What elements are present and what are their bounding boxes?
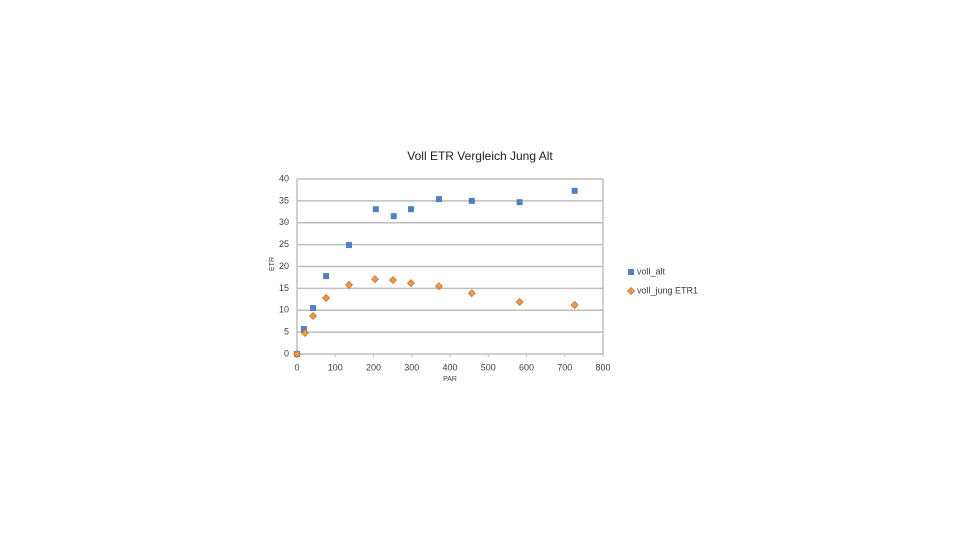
x-tick-label: 0 — [294, 362, 299, 372]
x-tick-label: 700 — [557, 362, 572, 372]
legend-marker — [627, 287, 635, 295]
chart-title: Voll ETR Vergleich Jung Alt — [407, 149, 553, 163]
legend-label: voll_alt — [637, 266, 666, 276]
x-tick-label: 300 — [404, 362, 419, 372]
point — [390, 213, 397, 220]
y-tick-label: 35 — [279, 195, 289, 205]
point — [323, 273, 330, 280]
x-tick-label: 200 — [366, 362, 381, 372]
x-tick-label: 600 — [519, 362, 534, 372]
x-tick-label: 500 — [481, 362, 496, 372]
point — [516, 199, 523, 206]
y-tick-label: 0 — [284, 348, 289, 358]
y-tick-label: 20 — [279, 261, 289, 271]
point — [301, 329, 310, 337]
y-tick-label: 15 — [279, 283, 289, 293]
point — [372, 206, 379, 213]
x-tick-label: 800 — [595, 362, 610, 372]
point — [515, 297, 524, 306]
point — [435, 196, 442, 203]
point — [467, 289, 476, 298]
x-tick-label: 400 — [442, 362, 457, 372]
y-tick-label: 25 — [279, 239, 289, 249]
y-tick-label: 30 — [279, 217, 289, 227]
point — [345, 280, 354, 289]
point — [300, 326, 307, 333]
point — [570, 301, 579, 309]
legend-label: voll_jung ETR1 — [637, 285, 698, 295]
point — [293, 350, 301, 358]
point — [310, 305, 317, 312]
legend-marker — [628, 269, 634, 275]
point — [571, 187, 578, 194]
point — [468, 197, 475, 204]
point — [371, 275, 380, 284]
point — [406, 279, 415, 288]
y-tick-label: 10 — [279, 305, 289, 315]
x-tick-label: 100 — [328, 362, 343, 372]
y-axis-title: ETR — [269, 257, 276, 271]
point — [389, 276, 398, 285]
point — [309, 311, 318, 320]
point — [434, 282, 443, 291]
y-tick-label: 5 — [284, 327, 289, 337]
point — [346, 242, 353, 249]
y-tick-label: 40 — [279, 173, 289, 183]
point — [407, 206, 414, 213]
x-axis-title: PAR — [443, 376, 457, 383]
point — [322, 294, 331, 302]
